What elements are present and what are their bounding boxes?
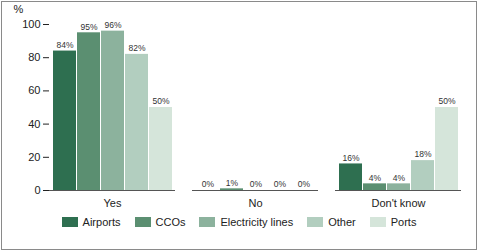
svg-text:18%: 18%: [414, 149, 431, 159]
svg-text:95%: 95%: [80, 22, 97, 32]
html-text:Electricity lines: Electricity lines: [220, 216, 294, 228]
svg-text:82%: 82%: [128, 43, 145, 53]
html-text:Ports: Ports: [390, 216, 417, 228]
svg-text:80: 80: [28, 51, 40, 63]
svg-text:20: 20: [28, 151, 40, 163]
svg-text:%: %: [14, 3, 24, 15]
svg-text:0%: 0%: [274, 179, 287, 189]
svg-text:50%: 50%: [152, 96, 169, 106]
svg-text:Yes: Yes: [104, 197, 122, 209]
html-text:Airports: Airports: [82, 216, 121, 228]
svg-text:0%: 0%: [250, 179, 263, 189]
html-text:CCOs: CCOs: [155, 216, 186, 228]
svg-text:40: 40: [28, 118, 40, 130]
html-text:Other: Other: [328, 216, 356, 228]
svg-text:50%: 50%: [438, 96, 455, 106]
svg-text:Don't know: Don't know: [371, 197, 425, 209]
svg-text:4%: 4%: [393, 173, 406, 183]
svg-text:16%: 16%: [342, 153, 359, 163]
svg-text:0%: 0%: [202, 179, 215, 189]
svg-text:No: No: [248, 197, 262, 209]
svg-text:4%: 4%: [369, 173, 382, 183]
svg-text:1%: 1%: [226, 178, 239, 188]
svg-text:0%: 0%: [298, 179, 311, 189]
svg-text:0: 0: [34, 184, 40, 196]
svg-text:100: 100: [22, 18, 40, 30]
svg-text:60: 60: [28, 84, 40, 96]
svg-text:84%: 84%: [56, 40, 73, 50]
svg-text:96%: 96%: [104, 20, 121, 30]
